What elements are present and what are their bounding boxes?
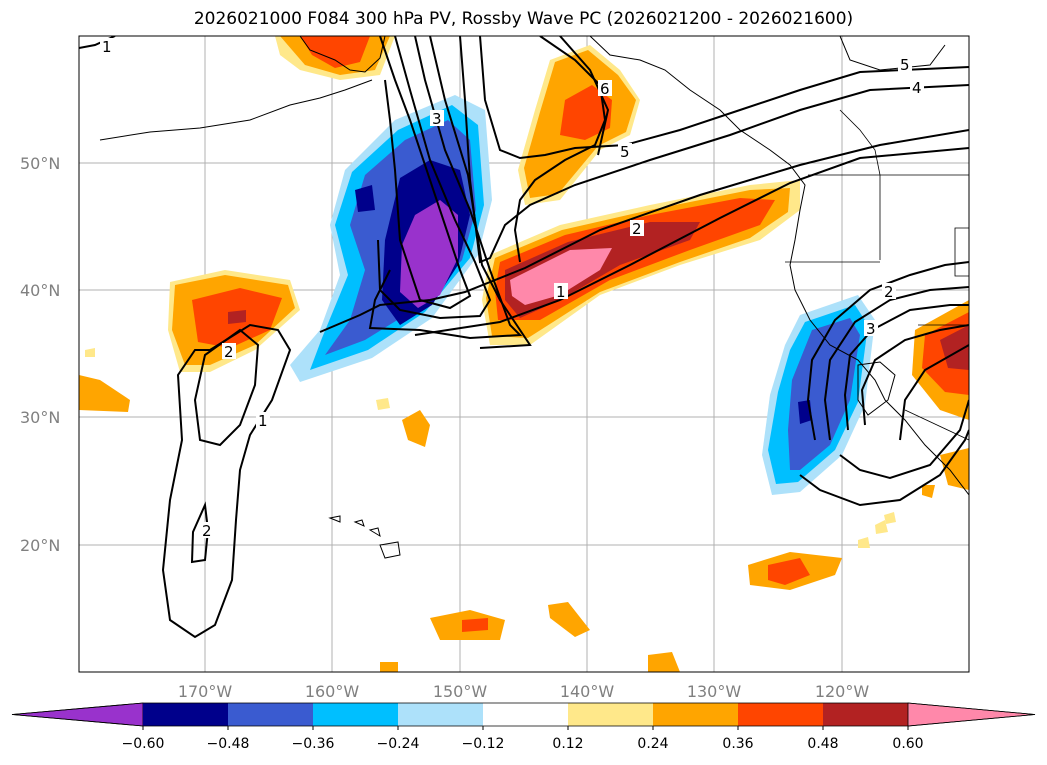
colorbar-segment	[313, 703, 398, 726]
colorbar-tick-label: −0.12	[462, 736, 505, 752]
map-frame	[78, 35, 970, 673]
colorbar-segment	[653, 703, 738, 726]
negative-anomaly-east	[762, 295, 875, 495]
colorbar-tick-label: 0.60	[892, 736, 923, 752]
colorbar-extend-low	[11, 702, 144, 727]
pv-contours	[79, 36, 969, 639]
lat-label: 50°N	[20, 154, 60, 173]
lat-label: 40°N	[20, 281, 60, 300]
contour-label: 1	[258, 412, 268, 430]
lon-label: 120°W	[815, 682, 870, 701]
colorbar-tick-label: 0.36	[722, 736, 753, 752]
lon-label: 140°W	[560, 682, 615, 701]
colorbar-segment	[823, 703, 908, 726]
contour-label: 5	[900, 56, 910, 74]
colorbar-segment	[228, 703, 313, 726]
colorbar: −0.60 −0.48 −0.36 −0.24 −0.12 0.12 0.24 0.36 0.4…	[11, 702, 1036, 752]
lon-label: 170°W	[178, 682, 233, 701]
lon-label: 150°W	[433, 682, 488, 701]
contour-label: 2	[884, 283, 894, 301]
colorbar-segment	[483, 703, 568, 726]
colorbar-segment	[398, 703, 483, 726]
contour-label: 5	[620, 143, 630, 161]
contour-label: 2	[632, 220, 642, 238]
colorbar-tick-label: −0.48	[207, 736, 250, 752]
contour-label: 3	[866, 320, 876, 338]
colorbar-tick-label: 0.12	[552, 736, 583, 752]
contour-label: 2	[224, 343, 234, 361]
map-title: 2026021000 F084 300 hPa PV, Rossby Wave …	[193, 9, 854, 29]
positive-anomaly-west	[168, 270, 300, 372]
colorbar-tick-label: −0.60	[122, 736, 165, 752]
lat-label: 20°N	[20, 536, 60, 555]
contour-label: 1	[102, 38, 112, 56]
contour-label: 1	[556, 283, 566, 301]
contour-label: 3	[432, 110, 442, 128]
colorbar-segment	[143, 703, 228, 726]
colorbar-extend-high	[907, 702, 1036, 727]
lon-label: 130°W	[687, 682, 742, 701]
contour-labels: 1 2 1 2 3 6 5 2 1 5 4 2 3	[100, 38, 924, 540]
borders	[785, 109, 969, 441]
colorbar-segment	[738, 703, 823, 726]
contour-label: 6	[600, 80, 610, 98]
colorbar-tick-label: −0.24	[377, 736, 420, 752]
colorbar-tick-label: 0.48	[807, 736, 838, 752]
lon-labels: 170°W 160°W 150°W 140°W 130°W 120°W	[178, 682, 870, 701]
coastlines	[99, 36, 969, 559]
lat-label: 30°N	[20, 408, 60, 427]
lat-labels: 50°N 40°N 30°N 20°N	[20, 154, 60, 555]
colorbar-tick-label: −0.36	[292, 736, 335, 752]
colorbar-segment	[568, 703, 653, 726]
contour-label: 4	[912, 79, 922, 97]
positive-anomaly-patches	[79, 348, 969, 672]
contour-label: 2	[202, 522, 212, 540]
lon-label: 160°W	[305, 682, 360, 701]
colorbar-tick-label: 0.24	[637, 736, 668, 752]
